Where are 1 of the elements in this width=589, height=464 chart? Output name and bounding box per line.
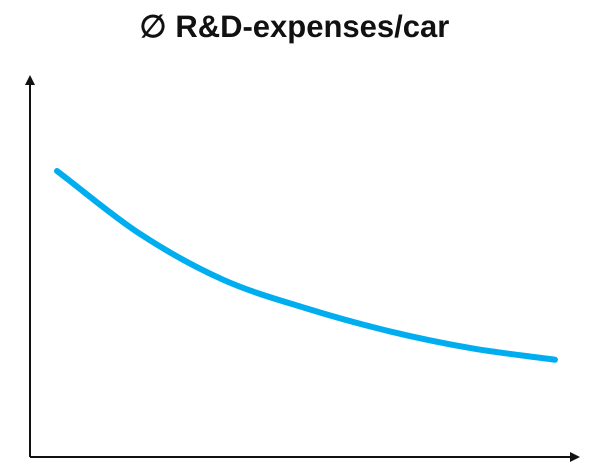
chart-title: ∅ R&D-expenses/car bbox=[138, 8, 450, 45]
